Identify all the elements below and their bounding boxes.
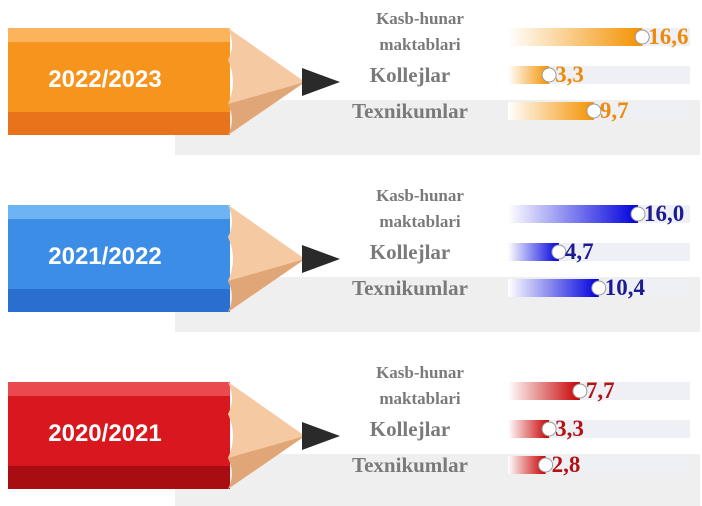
bar [508, 28, 643, 46]
pencil-bottom [8, 466, 230, 489]
bar-knob [591, 280, 607, 296]
category-label: Texnikumlar [352, 99, 468, 123]
value-label: 9,7 [599, 98, 629, 123]
bar-track [508, 456, 690, 474]
pencil-lead [302, 245, 340, 273]
pencil-lead [302, 68, 340, 96]
year-label: 2020/2021 [48, 420, 162, 447]
category-label: Kollejlar [369, 417, 451, 441]
pencil-lead [302, 422, 340, 450]
bar-knob [630, 206, 646, 222]
bar [508, 456, 546, 474]
category-label: Kollejlar [369, 240, 451, 264]
pencil-bottom [8, 112, 230, 135]
value-label: 2,8 [551, 452, 581, 477]
category-label: Texnikumlar [352, 453, 468, 477]
bar-knob [551, 244, 567, 260]
bar [508, 382, 580, 400]
value-label: 4,7 [564, 239, 594, 264]
pencil-top [8, 382, 230, 396]
bar-knob [541, 67, 557, 83]
bar [508, 205, 638, 223]
bar-knob [541, 421, 557, 437]
value-label: 3,3 [555, 416, 584, 441]
pencil-top [8, 205, 230, 219]
bar [508, 102, 594, 120]
pencil-wood-shade [228, 259, 305, 312]
category-label: Kollejlar [369, 63, 451, 87]
pencil-bottom [8, 289, 230, 312]
value-label: 16,6 [648, 24, 689, 49]
value-label: 3,3 [555, 62, 584, 87]
category-label: Kasb-hunar maktablari [376, 9, 464, 54]
value-label: 7,7 [585, 378, 615, 403]
bar-knob [634, 29, 650, 45]
bar [508, 66, 550, 84]
bar-knob [572, 383, 588, 399]
bar [508, 243, 559, 261]
category-label: Kasb-hunar maktablari [376, 363, 464, 408]
category-label: Kasb-hunar maktablari [376, 186, 464, 231]
bar-knob [586, 103, 602, 119]
year-label: 2021/2022 [48, 243, 162, 270]
bar [508, 420, 550, 438]
year-label: 2022/2023 [48, 66, 162, 93]
pencil-top [8, 28, 230, 42]
bar-knob [538, 457, 554, 473]
category-label: Texnikumlar [352, 276, 468, 300]
value-label: 16,0 [644, 201, 685, 226]
pencil-wood-shade [228, 82, 305, 135]
pencil-wood-shade [228, 436, 305, 489]
bar [508, 279, 599, 297]
value-label: 10,4 [604, 275, 646, 300]
